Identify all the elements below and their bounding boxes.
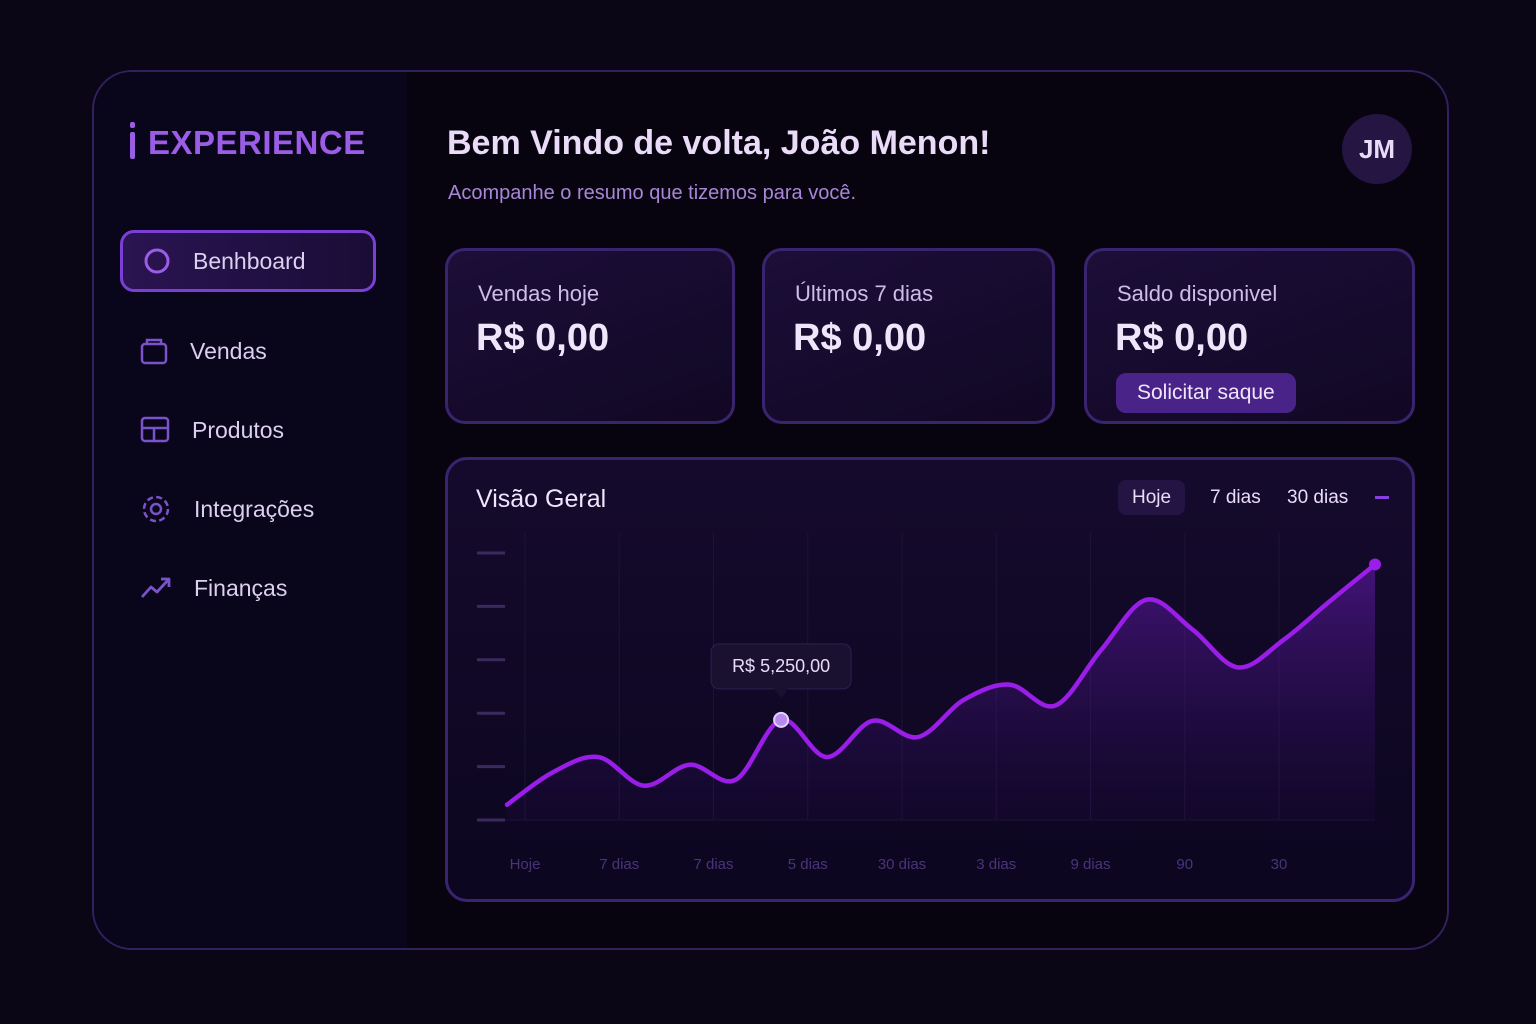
chart: Hoje 7 dias 7 dias 5 dias 30 dias 3 dias 9 dia… bbox=[477, 533, 1381, 873]
nav-label: Finanças bbox=[194, 574, 288, 601]
end-point bbox=[1369, 558, 1381, 571]
nav-label: Produtos bbox=[192, 416, 285, 443]
welcome-subtitle: Acompanhe o resumo que tizemos para você… bbox=[448, 182, 856, 204]
nav-icon bbox=[142, 495, 170, 523]
card-value: R$ 0,00 bbox=[1115, 317, 1249, 359]
card-value: R$ 0,00 bbox=[793, 317, 927, 359]
nav-item[interactable]: Benhboard bbox=[120, 230, 376, 292]
nav-item[interactable]: Integrações bbox=[120, 478, 376, 540]
nav-icon bbox=[144, 248, 170, 274]
nav-icon bbox=[140, 416, 170, 443]
nav-item[interactable]: Finanças bbox=[120, 557, 376, 619]
x-tick-label: 30 bbox=[1271, 856, 1288, 873]
logo-mark bbox=[130, 122, 135, 159]
chart-title: Visão Geral bbox=[476, 485, 607, 513]
tab[interactable]: 30 dias bbox=[1287, 486, 1349, 508]
tooltip-label: R$ 5,250,00 bbox=[732, 656, 830, 676]
tab[interactable]: 7 dias bbox=[1210, 486, 1261, 508]
nav-label: Vendas bbox=[190, 337, 267, 364]
x-tick-label: 7 dias bbox=[599, 856, 639, 873]
logo: EXPERIENCE bbox=[148, 124, 366, 161]
nav-icon bbox=[140, 338, 168, 365]
stat-card: Últimos 7 dias R$ 0,00 bbox=[762, 248, 1055, 424]
card-value: R$ 0,00 bbox=[476, 317, 610, 359]
tab[interactable]: Hoje bbox=[1118, 480, 1186, 515]
avatar[interactable]: JM bbox=[1342, 114, 1412, 184]
line-area bbox=[507, 564, 1375, 820]
highlight-point bbox=[773, 711, 790, 728]
x-tick-label: 7 dias bbox=[693, 856, 733, 873]
tooltip: R$ 5,250,00 bbox=[710, 643, 852, 698]
card-label: Saldo disponivel bbox=[1117, 281, 1278, 306]
nav-icon bbox=[140, 577, 171, 598]
nav-item[interactable]: Produtos bbox=[120, 399, 376, 461]
app-frame: EXPERIENCE Benhboard Vendas Produtos Int… bbox=[92, 70, 1449, 950]
chart-card: Visão Geral Hoje 7 dias 30 dias Hoje 7 di… bbox=[445, 457, 1415, 902]
stat-card: Vendas hoje R$ 0,00 bbox=[445, 248, 735, 424]
x-tick-label: Hoje bbox=[510, 856, 541, 873]
card-label: Vendas hoje bbox=[478, 281, 600, 306]
card-label: Últimos 7 dias bbox=[795, 281, 934, 306]
sidebar: EXPERIENCE Benhboard Vendas Produtos Int… bbox=[94, 72, 407, 948]
welcome-title: Bem Vindo de volta, João Menon! bbox=[447, 124, 991, 162]
x-tick-label: 3 dias bbox=[976, 856, 1016, 873]
nav-label: Benhboard bbox=[193, 247, 306, 274]
withdraw-button[interactable]: Solicitar saque bbox=[1116, 373, 1296, 413]
nav-item[interactable]: Vendas bbox=[120, 320, 376, 382]
stat-card: Saldo disponivel R$ 0,00 Solicitar saque bbox=[1084, 248, 1415, 424]
tab-more[interactable] bbox=[1375, 496, 1389, 500]
x-tick-label: 90 bbox=[1176, 856, 1193, 873]
tooltip-pointer bbox=[773, 687, 790, 698]
line-series bbox=[504, 562, 1378, 807]
x-tick-label: 5 dias bbox=[788, 856, 828, 873]
nav-label: Integrações bbox=[194, 495, 315, 522]
x-tick-label: 9 dias bbox=[1070, 856, 1110, 873]
x-tick-label: 30 dias bbox=[878, 856, 926, 873]
